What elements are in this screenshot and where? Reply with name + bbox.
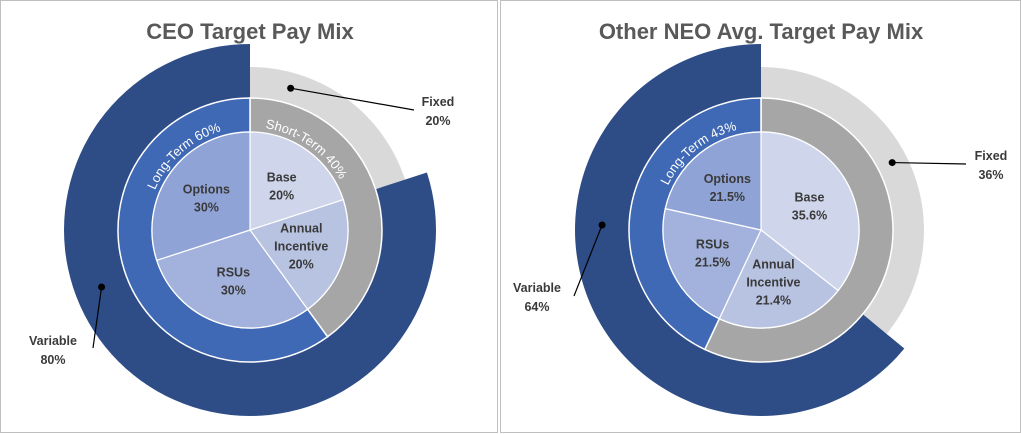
inner-pie-options-slice: [664, 131, 762, 231]
inner-pie-rsus-slice: [156, 229, 309, 329]
inner-pie-options-label: Options 30%: [183, 182, 230, 214]
callout-dot-variable: [98, 283, 106, 291]
inner-pie-annual-incentive-slice: [718, 229, 839, 329]
callout-leader-fixed: [290, 87, 415, 111]
inner-pie-annual-incentive-slice: [249, 198, 349, 311]
callout-leader-variable: [92, 286, 103, 349]
inner-pie-rsus-label: RSUs 30%: [217, 265, 250, 297]
inner-pie-base-label: Base 35.6%: [792, 190, 827, 222]
inner-pie-annual-incentive-label: Annual Incentive 21.4%: [746, 257, 800, 307]
inner-pie-annual-incentive-label: Annual Incentive 20%: [274, 222, 328, 272]
outer-ring-variable-label: Variable 64%: [513, 281, 561, 314]
inner-pie-options-label: Options 21.5%: [704, 172, 751, 204]
callout-dot-variable: [598, 221, 606, 229]
ceo-pay-mix-panel: CEO Target Pay Mix Short-Term 40% Long-Ter…: [0, 0, 498, 433]
chart-title: Other NEO Avg. Target Pay Mix: [599, 19, 924, 44]
neo-pay-mix-chart: Other NEO Avg. Target Pay MixShort-Term …: [513, 19, 1008, 416]
inner-pie-base-slice: [249, 131, 344, 231]
outer-ring-fixed-label: Fixed 20%: [422, 95, 455, 128]
outer-ring-fixed-label: Fixed 36%: [975, 149, 1008, 182]
callout-dot-fixed: [888, 159, 896, 167]
outer-ring-variable-label: Variable 80%: [29, 334, 77, 367]
inner-pie-rsus-slice: [662, 207, 762, 320]
callout-dot-fixed: [287, 84, 295, 92]
inner-pie-base-slice: [760, 131, 860, 292]
callout-leader-fixed: [892, 161, 967, 165]
inner-pie-rsus-label: RSUs 21.5%: [695, 238, 730, 270]
outer-ring-variable-slice: [575, 44, 905, 416]
inner-pie-base-label: Base 20%: [267, 170, 297, 202]
outer-ring-fixed-slice: [761, 67, 924, 334]
neo-pay-mix-panel: Other NEO Avg. Target Pay MixShort-Term …: [500, 0, 1021, 433]
chart-title: CEO Target Pay Mix: [146, 19, 354, 44]
callout-leader-variable: [573, 224, 603, 297]
inner-pie-options-slice: [151, 131, 251, 262]
outer-ring-fixed-slice: [250, 67, 406, 190]
